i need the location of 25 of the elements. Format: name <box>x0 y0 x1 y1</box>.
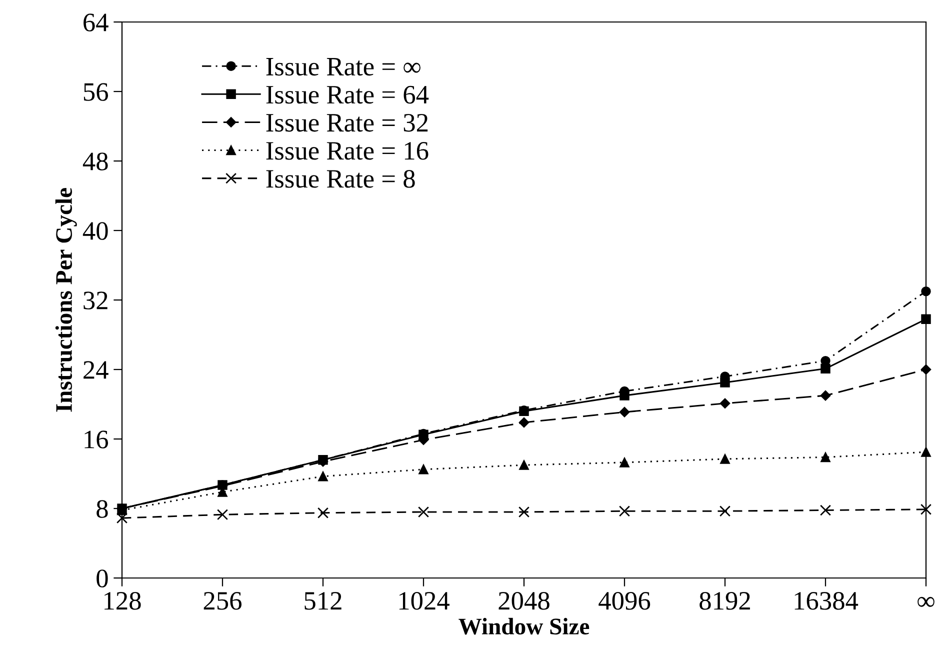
legend-label: Issue Rate = 8 <box>266 170 415 188</box>
x-tick-label: 16384 <box>794 592 858 610</box>
x-tick-label: 8192 <box>700 592 750 610</box>
x-tick-label: 2048 <box>498 592 550 610</box>
x-tick-label: 128 <box>104 592 141 610</box>
y-tick-label: 16 <box>84 430 108 448</box>
y-tick-label: 24 <box>84 361 108 379</box>
y-tick-label: 40 <box>82 222 108 240</box>
y-axis-title: Instructions Per Cycle <box>55 188 77 412</box>
legend-label: Issue Rate = 32 <box>266 114 428 132</box>
y-tick-label: 48 <box>82 152 108 170</box>
legend-label: Issue Rate = 64 <box>266 86 429 104</box>
x-tick-label: 256 <box>204 592 242 610</box>
y-tick-label: 32 <box>84 292 108 310</box>
x-tick-label: 512 <box>304 592 342 610</box>
x-tick-label: ∞ <box>918 596 934 607</box>
legend-label: Issue Rate = 16 <box>266 142 428 160</box>
x-tick-label: 4096 <box>598 592 650 610</box>
x-tick-label: 1024 <box>399 592 450 610</box>
y-tick-label: 0 <box>96 570 108 588</box>
y-tick-label: 64 <box>84 14 108 32</box>
y-tick-label: 8 <box>96 500 108 518</box>
y-tick-label: 56 <box>84 83 108 101</box>
legend-label: Issue Rate = ∞ <box>266 58 420 76</box>
x-axis-title: Window Size <box>458 618 590 635</box>
